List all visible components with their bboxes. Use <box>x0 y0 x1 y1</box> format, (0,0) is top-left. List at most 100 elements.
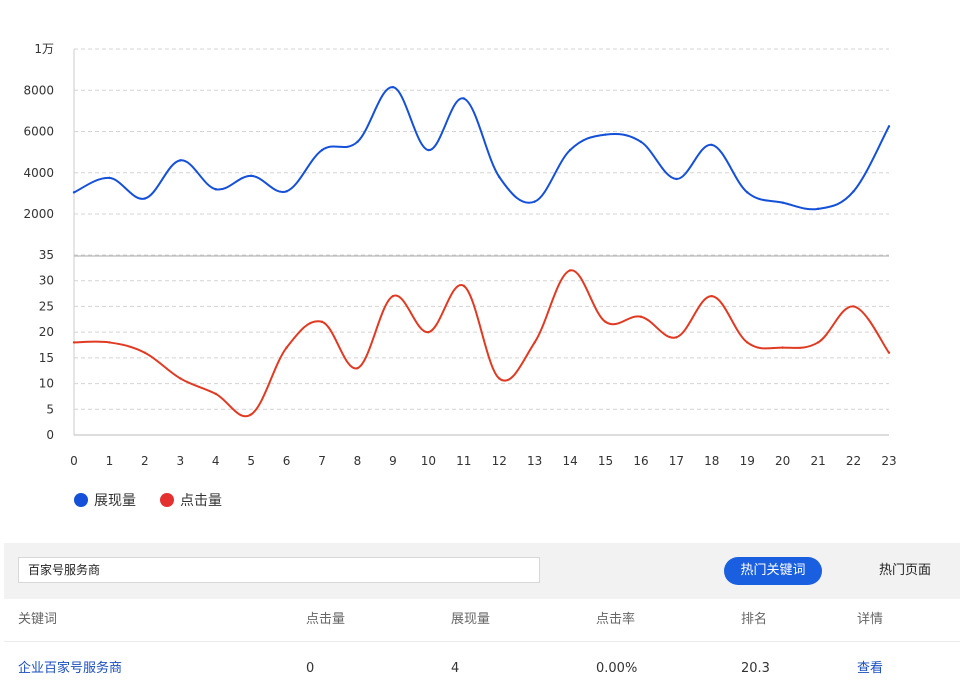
data-point-impressions <box>639 140 643 144</box>
clicks-y-tick-label: 0 <box>46 428 54 442</box>
x-tick-label: 4 <box>212 454 220 468</box>
legend-label-clicks: 点击量 <box>180 493 222 509</box>
data-point-impressions <box>781 201 784 204</box>
clicks-y-tick-label: 30 <box>39 274 54 288</box>
table-header-row: 关键词 点击量 展现量 点击率 排名 详情 <box>4 599 960 642</box>
cell-rank: 20.3 <box>741 661 770 676</box>
x-tick-label: 16 <box>633 454 648 468</box>
data-point-impressions <box>179 159 182 162</box>
data-point-clicks <box>285 346 288 349</box>
cell-ctr: 0.00% <box>596 661 638 676</box>
impressions-y-tick-label: 4000 <box>23 166 54 180</box>
data-point-impressions <box>816 207 820 211</box>
header-impressions: 展现量 <box>451 612 491 627</box>
x-tick-label: 2 <box>141 454 149 468</box>
x-tick-label: 0 <box>70 454 78 468</box>
data-point-impressions <box>462 97 465 100</box>
header-clicks: 点击量 <box>306 612 346 627</box>
data-point-impressions <box>285 190 288 193</box>
x-tick-label: 10 <box>421 454 436 468</box>
x-tick-label: 1 <box>106 454 114 468</box>
data-point-clicks <box>852 305 855 308</box>
data-point-clicks <box>320 320 324 324</box>
x-tick-label: 11 <box>456 454 471 468</box>
x-tick-label: 17 <box>669 454 684 468</box>
series-line-impressions <box>73 86 890 211</box>
x-tick-label: 6 <box>283 454 291 468</box>
clicks-y-tick-label: 25 <box>39 299 54 313</box>
data-point-clicks <box>179 377 182 380</box>
x-tick-label: 22 <box>846 454 861 468</box>
data-point-impressions <box>72 191 76 194</box>
keyword-table: 关键词 点击量 展现量 点击率 排名 详情 企业百家号服务商 0 4 0.00%… <box>4 599 960 696</box>
header-keyword: 关键词 <box>18 612 58 627</box>
x-tick-label: 13 <box>527 454 542 468</box>
chart-legend: 展现量 点击量 <box>74 490 222 510</box>
data-point-clicks <box>887 351 891 354</box>
x-tick-label: 20 <box>775 454 790 468</box>
x-tick-label: 9 <box>389 454 397 468</box>
data-point-clicks <box>498 377 501 380</box>
tab-hot-pages[interactable]: 热门页面 <box>878 563 931 578</box>
data-point-impressions <box>852 190 855 193</box>
data-point-clicks <box>214 392 217 396</box>
x-tick-label: 5 <box>247 454 255 468</box>
data-point-impressions <box>249 174 253 178</box>
data-point-clicks <box>356 366 359 370</box>
keyword-search-input[interactable]: 百家号服务商 <box>18 557 540 583</box>
x-tick-label: 12 <box>492 454 507 468</box>
clicks-y-tick-label: 5 <box>46 402 54 416</box>
legend-item-impressions[interactable]: 展现量 <box>74 490 136 510</box>
header-detail: 详情 <box>857 612 884 627</box>
keyword-link[interactable]: 企业百家号服务商 <box>18 661 123 676</box>
data-point-impressions <box>533 200 536 203</box>
legend-item-clicks[interactable]: 点击量 <box>160 490 222 510</box>
cell-clicks: 0 <box>306 661 315 676</box>
data-point-impressions <box>675 177 678 181</box>
impressions-y-tick-label: 8000 <box>23 83 54 97</box>
data-point-impressions <box>887 125 891 128</box>
data-point-impressions <box>498 175 501 179</box>
view-detail-link[interactable]: 查看 <box>857 661 884 676</box>
clicks-y-tick-label: 15 <box>39 351 54 365</box>
data-point-impressions <box>214 188 217 191</box>
data-point-impressions <box>108 176 111 180</box>
data-point-impressions <box>710 143 714 147</box>
x-tick-label: 23 <box>881 454 896 468</box>
data-point-clicks <box>108 341 111 344</box>
clicks-y-tick-label: 35 <box>39 248 54 262</box>
x-tick-label: 18 <box>704 454 719 468</box>
data-point-clicks <box>675 336 678 339</box>
x-tick-label: 14 <box>562 454 577 468</box>
data-point-clicks <box>781 346 784 349</box>
data-point-clicks <box>533 341 536 344</box>
cell-impressions: 4 <box>451 661 460 676</box>
x-tick-label: 15 <box>598 454 613 468</box>
header-rank: 排名 <box>741 612 768 627</box>
clicks-y-tick-label: 20 <box>39 325 54 339</box>
data-point-impressions <box>143 197 147 200</box>
data-point-clicks <box>143 351 147 354</box>
impressions-y-tick-label: 2000 <box>23 207 54 221</box>
data-point-clicks <box>816 341 820 344</box>
data-point-clicks <box>249 413 253 416</box>
legend-dot-impressions <box>74 493 88 507</box>
header-ctr: 点击率 <box>596 612 636 627</box>
impressions-y-tick-label: 6000 <box>23 125 54 139</box>
data-point-impressions <box>427 148 430 152</box>
x-tick-label: 7 <box>318 454 326 468</box>
x-tick-label: 19 <box>740 454 755 468</box>
tab-hot-keywords[interactable]: 热门关键词 <box>724 557 822 585</box>
clicks-y-tick-label: 10 <box>39 377 54 391</box>
data-point-clicks <box>604 320 607 324</box>
x-tick-label: 3 <box>176 454 184 468</box>
impressions-y-tick-label: 1万 <box>34 42 54 56</box>
series-line-clicks <box>73 269 890 418</box>
data-point-clicks <box>462 284 465 288</box>
data-point-clicks <box>710 294 714 298</box>
data-point-impressions <box>604 133 607 136</box>
data-point-impressions <box>391 85 395 89</box>
data-point-clicks <box>639 315 643 318</box>
chart-area: 2000 4000 6000 8000 1万 0 5 10 15 20 25 30 35 0 1 2 3 4 5 6 7… <box>23 42 896 510</box>
